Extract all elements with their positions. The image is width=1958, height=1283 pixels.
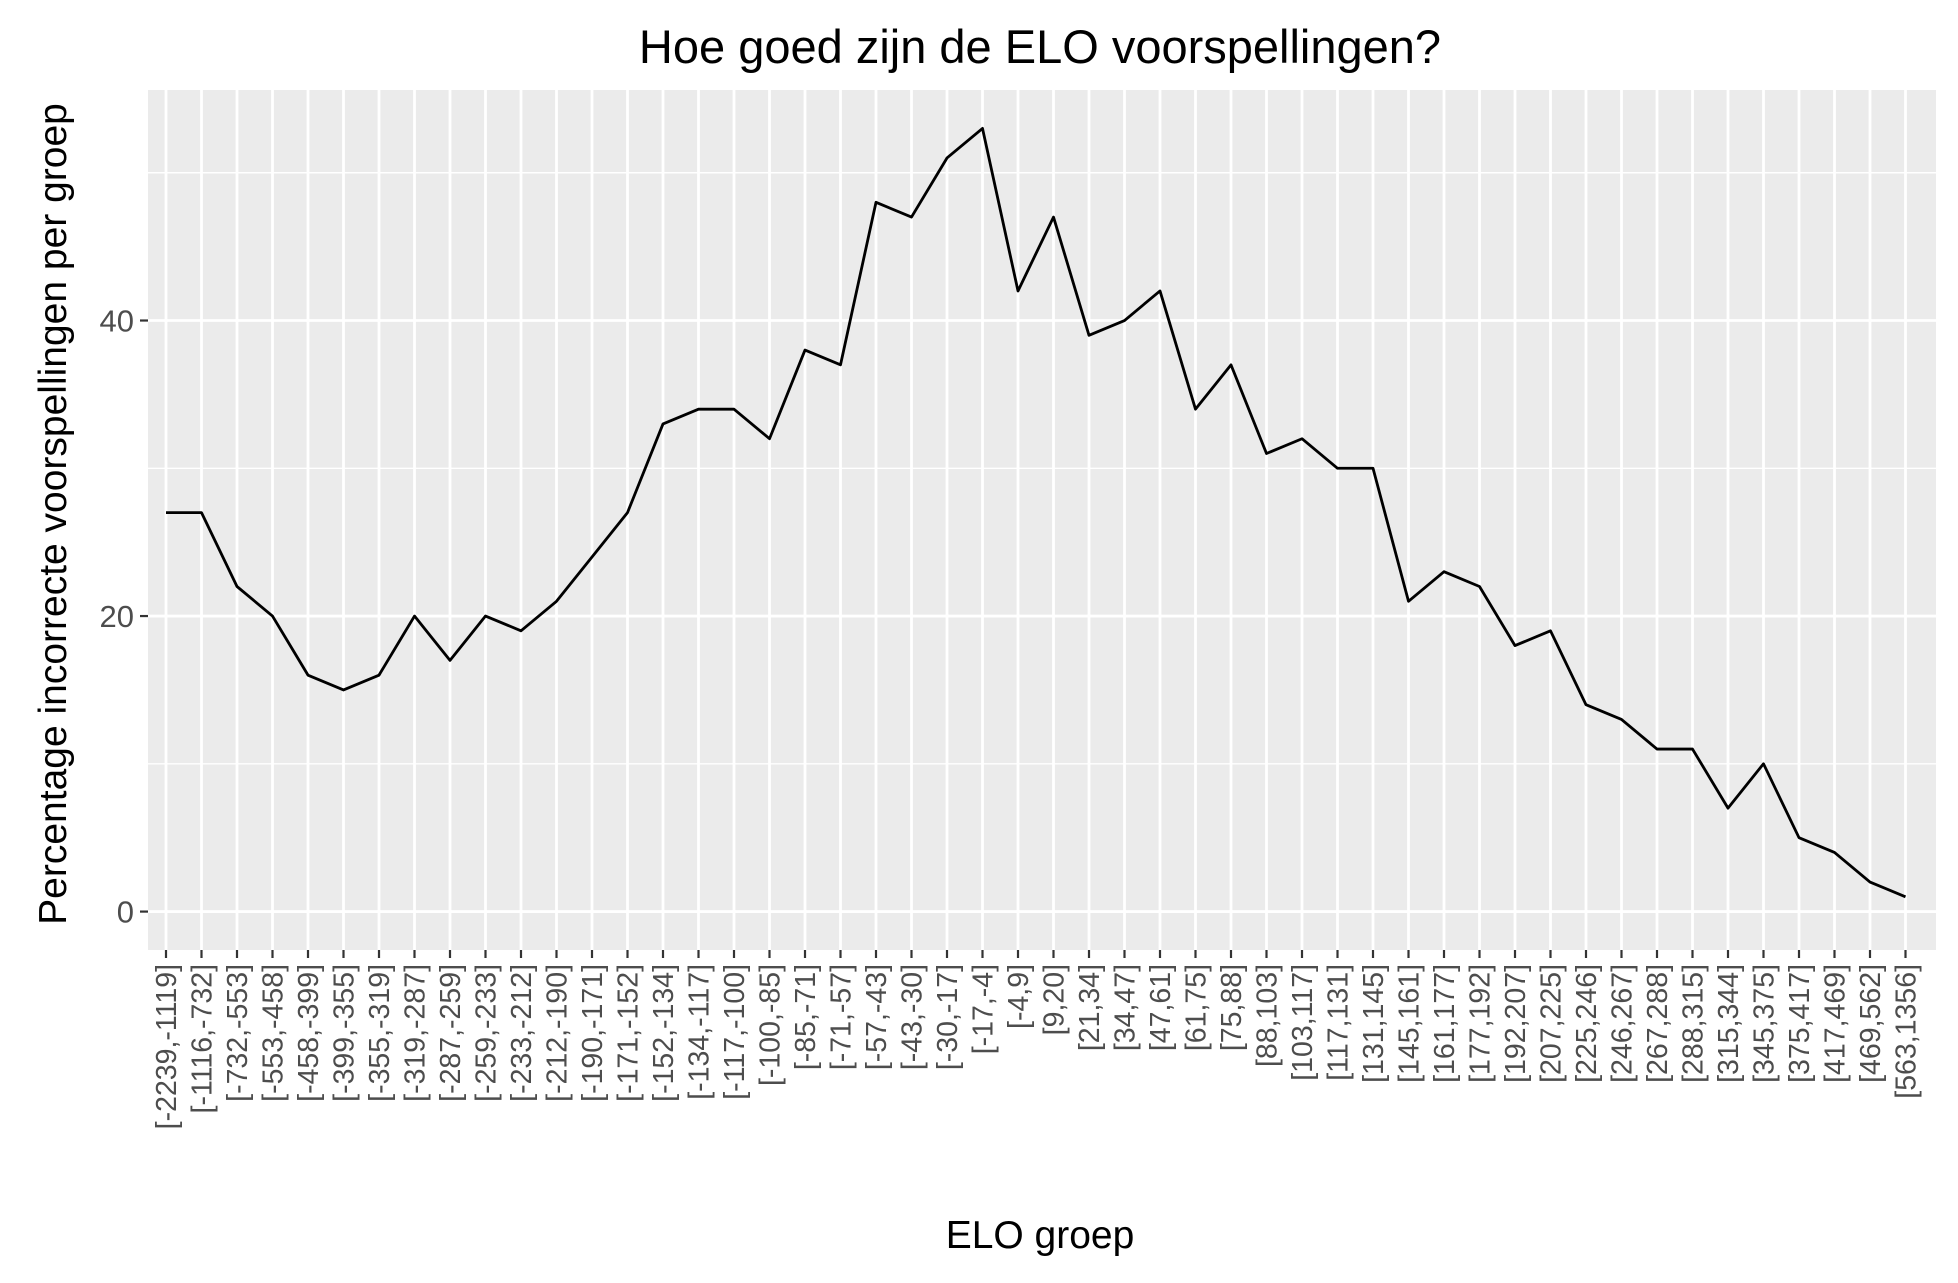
- x-tick-label: [375,417]: [1784, 964, 1816, 1083]
- x-tick-label: [-553,-458]: [258, 964, 290, 1102]
- x-tick-label: [88,103]: [1252, 964, 1284, 1067]
- x-tick-label: [267,288]: [1642, 964, 1674, 1083]
- x-tick-label: [288,315]: [1678, 964, 1710, 1083]
- x-tick-label: [34,47]: [1110, 964, 1142, 1051]
- x-tick-label: [-319,-287]: [400, 964, 432, 1102]
- x-tick-label: [-30,-17]: [932, 964, 964, 1070]
- y-tick-label: 40: [100, 304, 134, 339]
- x-tick-label: [161,177]: [1429, 964, 1461, 1083]
- x-tick-label: [61,75]: [1181, 964, 1213, 1051]
- x-tick-label: [-458,-399]: [293, 964, 325, 1102]
- y-tick-label: 0: [117, 895, 134, 930]
- x-tick-label: [417,469]: [1820, 964, 1852, 1083]
- x-tick-label: [-399,-355]: [329, 964, 361, 1102]
- x-tick-label: [-17,-4]: [968, 964, 1000, 1054]
- x-tick-label: [47,61]: [1145, 964, 1177, 1051]
- x-tick-label: [75,88]: [1216, 964, 1248, 1051]
- x-tick-label: [-117,-100]: [719, 964, 751, 1100]
- x-tick-label: [-287,-259]: [435, 964, 467, 1102]
- x-tick-label: [-732,-553]: [222, 964, 254, 1102]
- x-tick-label: [-190,-171]: [577, 964, 609, 1102]
- x-axis-title: ELO groep: [946, 1214, 1135, 1257]
- y-axis-title: Percentage incorrecte voorspellingen per…: [32, 103, 75, 925]
- x-tick-label: [246,267]: [1607, 964, 1639, 1083]
- x-tick-label: [-71,-57]: [826, 964, 858, 1070]
- x-axis-ticks: [-2239,-1119] [-1116,-732] [-732,-553] [-55…: [151, 950, 1923, 1129]
- x-tick-label: [-152,-134]: [648, 964, 680, 1102]
- x-tick-label: [-2239,-1119]: [151, 964, 183, 1129]
- x-tick-label: [-100,-85]: [755, 964, 787, 1086]
- y-axis-ticks: 0 20 40: [100, 304, 148, 930]
- series-line: [166, 127, 1907, 899]
- x-tick-label: [-85,-71]: [790, 964, 822, 1070]
- x-tick-label: [192,207]: [1500, 964, 1532, 1083]
- y-tick-label: 20: [100, 599, 134, 634]
- x-tick-label: [117,131]: [1323, 964, 1355, 1081]
- x-tick-label: [-1116,-732]: [187, 964, 219, 1113]
- x-tick-label: [469,562]: [1855, 964, 1887, 1083]
- x-tick-label: [-134,-117]: [684, 964, 716, 1100]
- x-tick-label: [-171,-152]: [613, 964, 645, 1102]
- x-tick-label: [-355,-319]: [364, 964, 396, 1102]
- x-tick-label: [563,1356]: [1891, 964, 1923, 1099]
- x-tick-label: [103,117]: [1287, 964, 1319, 1081]
- x-tick-label: [-4,9]: [1003, 964, 1035, 1029]
- x-tick-label: [-212,-190]: [542, 964, 574, 1102]
- x-tick-label: [225,246]: [1571, 964, 1603, 1083]
- plot-panel: [148, 90, 1936, 950]
- x-tick-label: [-57,-43]: [861, 964, 893, 1070]
- x-tick-label: [207,225]: [1536, 964, 1568, 1083]
- major-gridlines: [148, 90, 1936, 950]
- x-tick-label: [131,145]: [1358, 964, 1390, 1083]
- x-tick-label: [145,161]: [1394, 964, 1426, 1083]
- x-tick-label: [9,20]: [1039, 964, 1071, 1035]
- x-tick-label: [-233,-212]: [506, 964, 538, 1102]
- chart-title: Hoe goed zijn de ELO voorspellingen?: [639, 20, 1441, 73]
- x-tick-label: [315,344]: [1713, 964, 1745, 1083]
- x-tick-label: [177,192]: [1465, 964, 1497, 1083]
- x-tick-label: [-259,-233]: [471, 964, 503, 1102]
- x-tick-label: [21,34]: [1074, 964, 1106, 1051]
- x-tick-label: [-43,-30]: [897, 964, 929, 1070]
- x-tick-label: [345,375]: [1749, 964, 1781, 1083]
- minor-gridlines: [148, 172, 1936, 765]
